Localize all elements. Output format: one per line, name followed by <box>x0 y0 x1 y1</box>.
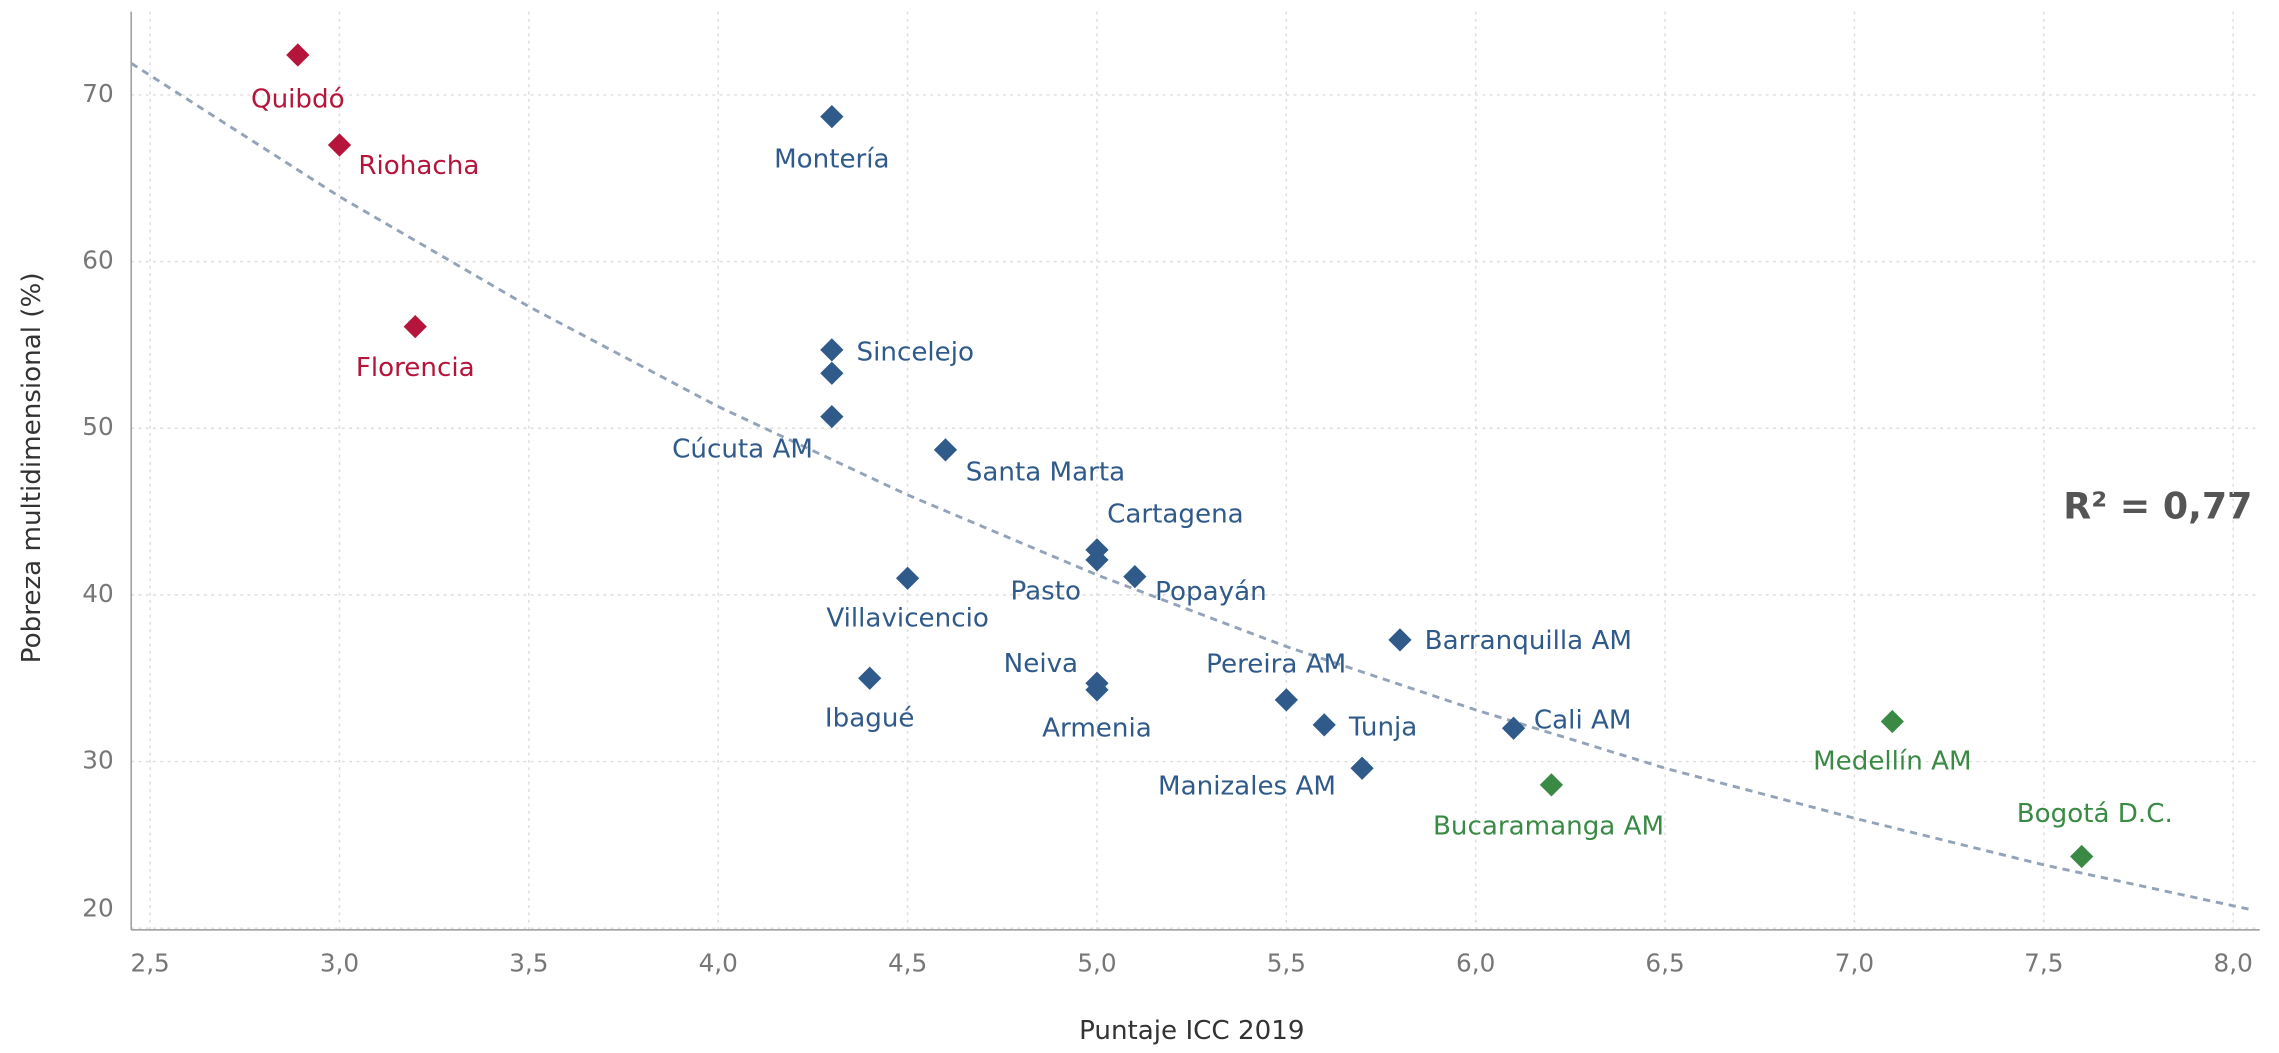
point <box>820 361 844 385</box>
point-label: Tunja <box>1348 712 1417 742</box>
point-label: Popayán <box>1155 577 1267 607</box>
point-label: Armenia <box>1042 714 1152 744</box>
point-label: Quibdó <box>251 84 345 114</box>
x-tick-label: 2,5 <box>130 949 169 978</box>
point <box>2070 844 2094 869</box>
point-label: Pereira AM <box>1206 650 1346 680</box>
point-label: Sincelejo <box>857 337 974 367</box>
point-label: Santa Marta <box>966 458 1125 488</box>
x-tick-label: 7,0 <box>1835 949 1874 978</box>
point <box>1501 716 1526 740</box>
point-label: Riohacha <box>358 151 479 181</box>
point-label: Villavicencio <box>826 603 989 633</box>
point <box>1350 756 1374 780</box>
point-label: Barranquilla AM <box>1425 626 1632 656</box>
x-tick-label: 5,0 <box>1077 949 1116 978</box>
point <box>327 133 352 157</box>
point-label: Florencia <box>356 353 475 383</box>
x-tick-label: 8,0 <box>2214 949 2253 978</box>
point <box>1123 564 1147 589</box>
r-squared: R² = 0,77 <box>2063 485 2252 528</box>
point-label: Bogotá D.C. <box>2017 799 2173 829</box>
point <box>933 438 958 462</box>
point-label: Montería <box>774 145 889 175</box>
point-label: Pasto <box>1010 576 1080 606</box>
point <box>1085 678 1109 702</box>
x-tick-label: 4,0 <box>699 949 738 978</box>
y-tick-label: 60 <box>82 246 113 275</box>
point <box>1880 709 1904 734</box>
x-tick-label: 5,5 <box>1267 949 1306 978</box>
y-tick-label: 70 <box>82 79 113 108</box>
point-label: Neiva <box>1004 649 1078 679</box>
point <box>820 104 844 129</box>
x-tick-label: 6,0 <box>1456 949 1495 978</box>
x-tick-label: 6,5 <box>1645 949 1684 978</box>
y-tick-label: 20 <box>82 894 113 923</box>
trend-line <box>130 62 2253 912</box>
point <box>403 314 427 339</box>
x-tick-label: 7,5 <box>2024 949 2063 978</box>
point-label: Manizales AM <box>1158 772 1336 802</box>
point-label: Bucaramanga AM <box>1433 812 1664 842</box>
x-tick-label: 3,0 <box>320 949 359 978</box>
point-label: Cali AM <box>1534 705 1632 735</box>
y-tick-label: 30 <box>82 746 113 775</box>
y-tick-label: 50 <box>82 412 113 441</box>
point <box>895 566 920 590</box>
point <box>1539 773 1564 797</box>
x-tick-label: 4,5 <box>888 949 927 978</box>
y-axis-label: Pobreza multidimensional (%) <box>17 272 47 663</box>
point-label: Ibagué <box>825 703 915 733</box>
point <box>1085 548 1109 572</box>
x-tick-label: 3,5 <box>509 949 548 978</box>
point <box>1274 688 1298 712</box>
point <box>820 338 844 362</box>
x-axis-label: Puntaje ICC 2019 <box>1079 1016 1304 1046</box>
point <box>1312 713 1336 737</box>
point-label: Medellín AM <box>1813 747 1971 777</box>
point-label: Cartagena <box>1107 500 1244 530</box>
y-tick-label: 40 <box>82 579 113 608</box>
point-label: Cúcuta AM <box>672 434 813 464</box>
point <box>1388 628 1412 652</box>
point <box>858 666 882 690</box>
point <box>820 404 844 429</box>
point <box>286 43 310 67</box>
